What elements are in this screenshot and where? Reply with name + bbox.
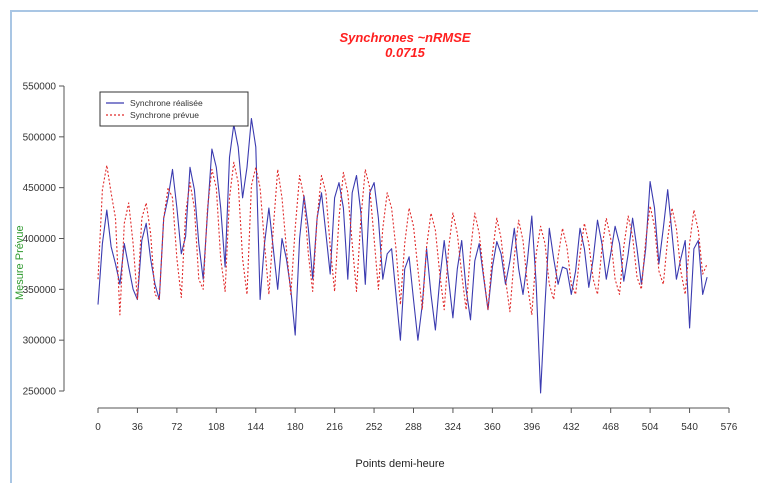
x-tick-label: 216 xyxy=(326,422,343,433)
x-tick-label: 108 xyxy=(208,422,225,433)
y-tick-label: 250000 xyxy=(23,387,57,398)
legend-box xyxy=(99,91,249,127)
x-tick-label: 504 xyxy=(642,422,659,433)
x-tick-label: 252 xyxy=(366,422,383,433)
series-line-realisee xyxy=(97,117,708,394)
legend-label: Synchrone prévue xyxy=(130,110,199,120)
series-group xyxy=(97,117,708,394)
frame-border-left xyxy=(10,10,12,483)
y-tick-label: 350000 xyxy=(23,285,57,296)
y-tick-label: 500000 xyxy=(23,132,57,143)
x-tick-label: 0 xyxy=(95,422,101,433)
chart-subtitle: 0.0715 xyxy=(385,45,425,60)
x-tick-label: 36 xyxy=(132,422,144,433)
x-axis-label: Points demi-heure xyxy=(355,458,445,470)
x-tick-label: 540 xyxy=(681,422,698,433)
series-line-prevue xyxy=(97,161,708,316)
axes-group: 0 36 72 108 144 180 216 252 288 324 360 396 432 468 50… xyxy=(23,82,738,434)
legend-label: Synchrone réalisée xyxy=(130,98,203,108)
x-tick-label: 288 xyxy=(405,422,422,433)
legend: Synchrone réalisée Synchrone prévue xyxy=(99,91,249,127)
x-tick-label: 396 xyxy=(523,422,540,433)
x-tick-label: 144 xyxy=(247,422,264,433)
x-tick-label: 468 xyxy=(602,422,619,433)
x-tick-label: 360 xyxy=(484,422,501,433)
chart-title: Synchrones ~nRMSE xyxy=(339,30,471,45)
x-tick-label: 432 xyxy=(563,422,580,433)
y-tick-label: 300000 xyxy=(23,336,57,347)
y-tick-label: 400000 xyxy=(23,234,57,245)
x-tick-label: 72 xyxy=(171,422,183,433)
x-tick-label: 324 xyxy=(445,422,462,433)
frame-border-top xyxy=(10,10,758,12)
y-tick-label: 550000 xyxy=(23,82,57,93)
x-tick-label: 576 xyxy=(721,422,738,433)
y-tick-label: 450000 xyxy=(23,183,57,194)
x-tick-label: 180 xyxy=(287,422,304,433)
